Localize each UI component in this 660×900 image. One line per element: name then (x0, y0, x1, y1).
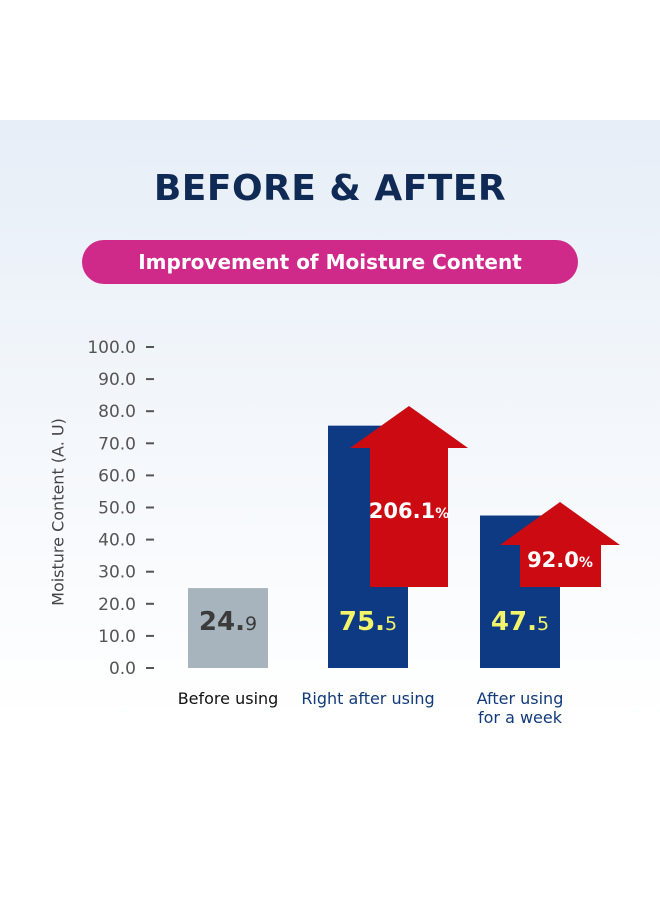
y-tick-label: 0.0 (109, 659, 136, 679)
bar-value-label: 75.5 (339, 607, 397, 637)
y-tick-label: 30.0 (98, 563, 136, 583)
x-tick-label-line: for a week (477, 708, 562, 727)
y-tick-label: 50.0 (98, 499, 136, 519)
y-tick-label: 70.0 (98, 434, 136, 454)
x-tick-label-line: After using (476, 689, 564, 708)
x-tick-label-line: Right after using (301, 689, 435, 708)
y-tick-label: 10.0 (98, 627, 136, 647)
page-title: BEFORE & AFTER (153, 168, 507, 209)
y-tick-label: 100.0 (87, 338, 136, 358)
increase-arrow (500, 502, 620, 587)
subtitle-banner: Improvement of Moisture Content (82, 240, 578, 284)
x-tick-label: Before using (143, 689, 313, 708)
bar-value-label: 24.9 (199, 607, 257, 637)
increase-arrow (350, 406, 468, 587)
y-tick-label: 20.0 (98, 595, 136, 615)
increase-percent-label: 206.1% (369, 499, 449, 523)
y-tick-label: 60.0 (98, 466, 136, 486)
bar-value-label: 47.5 (491, 607, 549, 637)
increase-percent-label: 92.0% (527, 548, 593, 572)
y-tick-label: 90.0 (98, 370, 136, 390)
x-tick-label-line: Before using (177, 689, 279, 708)
x-tick-label: Right after using (283, 689, 453, 708)
subtitle-text: Improvement of Moisture Content (138, 250, 522, 274)
y-tick-label: 40.0 (98, 531, 136, 551)
y-tick-label: 80.0 (98, 402, 136, 422)
x-tick-label: After using for a week (435, 689, 605, 727)
bar-1 (188, 588, 268, 668)
